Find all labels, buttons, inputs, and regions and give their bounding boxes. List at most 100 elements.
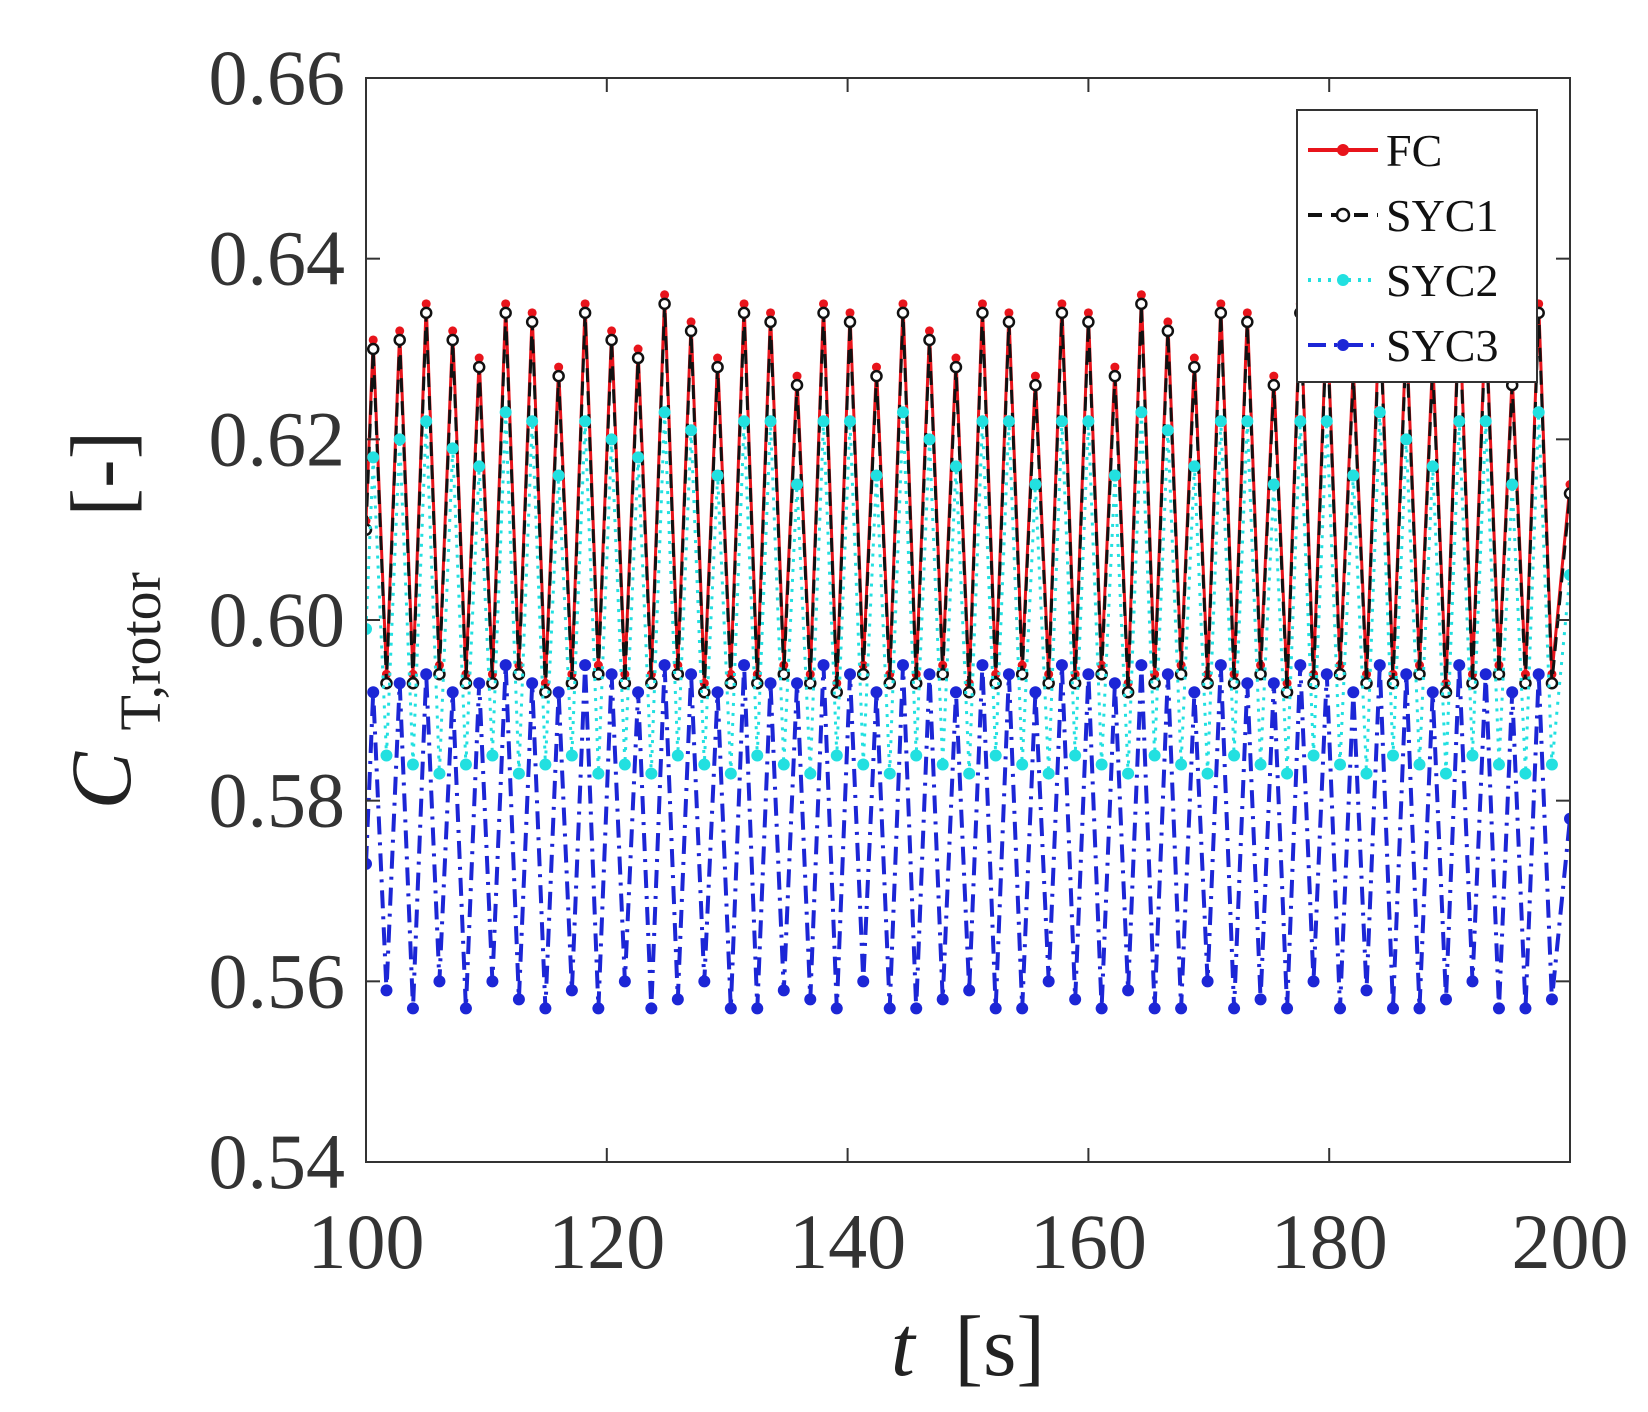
data-point: [578, 306, 592, 320]
data-point: [764, 677, 777, 690]
data-point: [791, 478, 804, 491]
data-point: [1055, 306, 1069, 320]
data-point: [552, 686, 565, 699]
data-point: [949, 360, 963, 374]
data-point: [751, 1002, 764, 1015]
legend-label: SYC3: [1386, 320, 1498, 371]
data-point: [419, 306, 433, 320]
data-point: [618, 758, 631, 771]
data-point: [923, 333, 936, 347]
data-point: [936, 993, 949, 1006]
data-point: [1320, 668, 1333, 681]
data-point: [936, 758, 949, 771]
data-point: [1135, 659, 1148, 672]
data-point: [671, 993, 684, 1006]
data-point: [1175, 758, 1188, 771]
data-point: [1519, 676, 1532, 690]
data-point: [1029, 378, 1042, 392]
data-point: [977, 299, 987, 309]
data-point: [1254, 993, 1267, 1006]
data-point: [1242, 308, 1252, 318]
data-point: [1083, 308, 1093, 318]
data-point: [1413, 1002, 1426, 1015]
data-point: [764, 415, 777, 428]
data-point: [395, 326, 405, 336]
data-point: [1082, 315, 1095, 329]
data-point: [976, 659, 989, 672]
data-point: [605, 668, 618, 681]
data-point: [766, 308, 776, 318]
data-point: [896, 406, 909, 419]
data-point: [1015, 667, 1029, 681]
data-point: [1016, 1002, 1029, 1015]
data-point: [658, 659, 671, 672]
data-point: [1426, 686, 1439, 699]
data-point: [1161, 668, 1174, 681]
y-axis-unit: [-]: [53, 431, 149, 517]
data-point: [539, 758, 552, 771]
legend-marker: [1335, 207, 1351, 223]
data-point: [605, 433, 618, 446]
data-point: [989, 1002, 1002, 1015]
data-point: [1201, 767, 1214, 780]
data-point: [525, 315, 539, 329]
data-point: [1161, 424, 1174, 437]
data-point: [1254, 758, 1267, 771]
data-point: [539, 686, 552, 699]
data-point: [1002, 315, 1016, 329]
data-point: [512, 767, 525, 780]
legend-label: FC: [1386, 125, 1442, 176]
data-point: [367, 451, 380, 464]
data-point: [857, 975, 870, 988]
data-point: [1347, 469, 1360, 482]
data-point: [1135, 297, 1148, 311]
data-point: [552, 469, 565, 482]
data-point: [819, 299, 829, 309]
data-point: [1122, 984, 1135, 997]
data-point: [1564, 568, 1570, 581]
data-point: [1216, 299, 1226, 309]
series-line-syc3: [366, 665, 1570, 1009]
data-point: [367, 686, 380, 699]
data-point: [684, 324, 698, 338]
data-point: [910, 1002, 923, 1015]
data-point: [923, 433, 936, 446]
data-point: [1122, 767, 1135, 780]
legend: FC SYC1 SYC2 SYC3: [1296, 109, 1538, 383]
data-point: [1360, 767, 1373, 780]
data-point: [446, 442, 459, 455]
data-point: [1360, 984, 1373, 997]
data-point: [499, 406, 512, 419]
data-point: [1163, 317, 1173, 327]
data-point: [1228, 1002, 1241, 1015]
data-point: [1413, 758, 1426, 771]
legend-marker: [1337, 274, 1349, 286]
data-point: [1241, 415, 1254, 428]
data-point: [737, 306, 751, 320]
data-point: [1545, 993, 1558, 1006]
data-point: [1320, 415, 1333, 428]
data-point: [486, 749, 499, 762]
y-tick-label: 0.62: [209, 395, 346, 482]
data-point: [658, 297, 671, 311]
data-point: [1386, 676, 1400, 690]
y-axis-title: C T,rotor [-]: [53, 431, 179, 810]
data-point: [1492, 758, 1505, 771]
data-point: [1426, 460, 1439, 473]
data-point: [366, 623, 372, 636]
data-point: [830, 686, 844, 699]
data-point: [777, 984, 790, 997]
data-point: [1004, 308, 1014, 318]
data-point: [738, 415, 751, 428]
data-point: [472, 360, 486, 374]
data-point: [406, 1002, 419, 1015]
data-point: [830, 1002, 843, 1015]
data-point: [1439, 767, 1452, 780]
data-point: [804, 767, 817, 780]
data-point: [1519, 767, 1532, 780]
data-point: [711, 686, 724, 699]
data-point: [433, 975, 446, 988]
data-point: [1016, 758, 1029, 771]
data-point: [1294, 659, 1307, 672]
data-point: [593, 660, 603, 670]
